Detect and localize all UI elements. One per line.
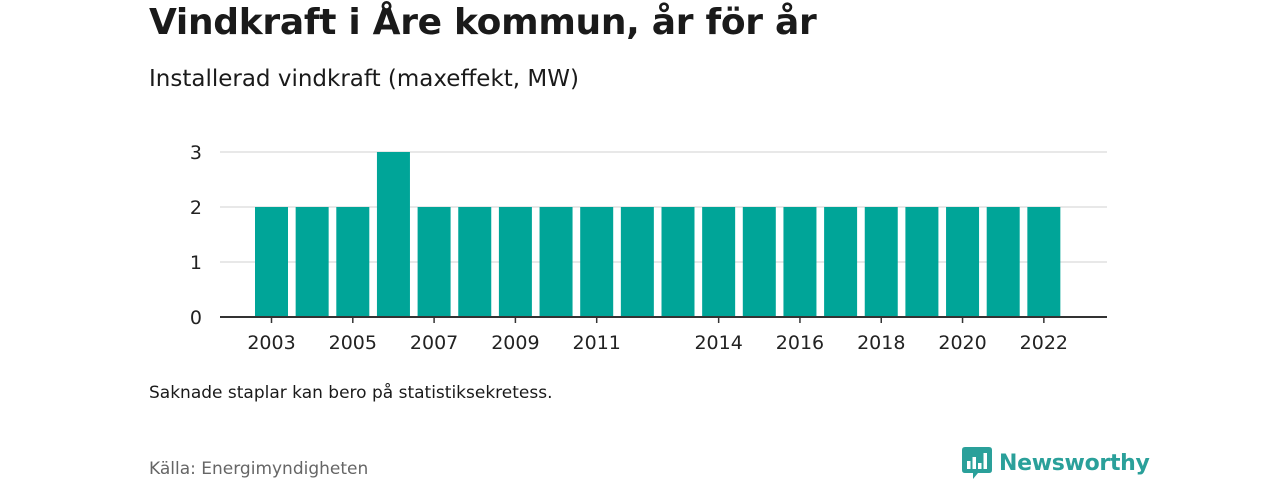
x-tick-label: 2018 <box>857 332 905 354</box>
bar <box>295 207 329 317</box>
bar <box>255 207 288 317</box>
bar <box>986 207 1020 317</box>
footnote: Saknade staplar kan bero på statistiksek… <box>149 383 553 403</box>
bar <box>742 207 776 317</box>
brand-logo: Newsworthy <box>962 447 1150 479</box>
bar <box>1027 207 1061 317</box>
bar <box>458 207 492 317</box>
x-tick-label: 2011 <box>573 332 621 354</box>
bar <box>905 207 939 317</box>
y-tick-label: 2 <box>190 197 202 219</box>
x-tick-label: 2007 <box>410 332 458 354</box>
bar <box>498 207 532 317</box>
chart-subtitle: Installerad vindkraft (maxeffekt, MW) <box>149 66 579 92</box>
y-tick-label: 1 <box>190 252 202 274</box>
source-credit: Källa: Energimyndigheten <box>149 459 369 479</box>
x-tick-label: 2014 <box>694 332 742 354</box>
brand-name: Newsworthy <box>999 450 1150 476</box>
bar <box>580 207 614 317</box>
x-tick-label: 2022 <box>1020 332 1068 354</box>
bar <box>620 207 654 317</box>
bar <box>864 207 898 317</box>
x-tick-label: 2016 <box>776 332 824 354</box>
bar-chart-logo-icon <box>962 447 992 479</box>
x-tick-label: 2005 <box>329 332 377 354</box>
bar <box>376 152 410 317</box>
x-tick-label: 2003 <box>247 332 295 354</box>
x-tick-label: 2020 <box>938 332 986 354</box>
bar <box>336 207 370 317</box>
chart-title: Vindkraft i Åre kommun, år för år <box>149 2 817 43</box>
bar <box>783 207 817 317</box>
bar <box>702 207 736 317</box>
bar <box>417 207 451 317</box>
bar <box>946 207 980 317</box>
bar <box>539 207 573 317</box>
x-tick-label: 2009 <box>491 332 539 354</box>
bar <box>661 207 695 317</box>
bar <box>824 207 858 317</box>
y-tick-label: 3 <box>190 142 202 164</box>
y-tick-label: 0 <box>190 307 202 329</box>
